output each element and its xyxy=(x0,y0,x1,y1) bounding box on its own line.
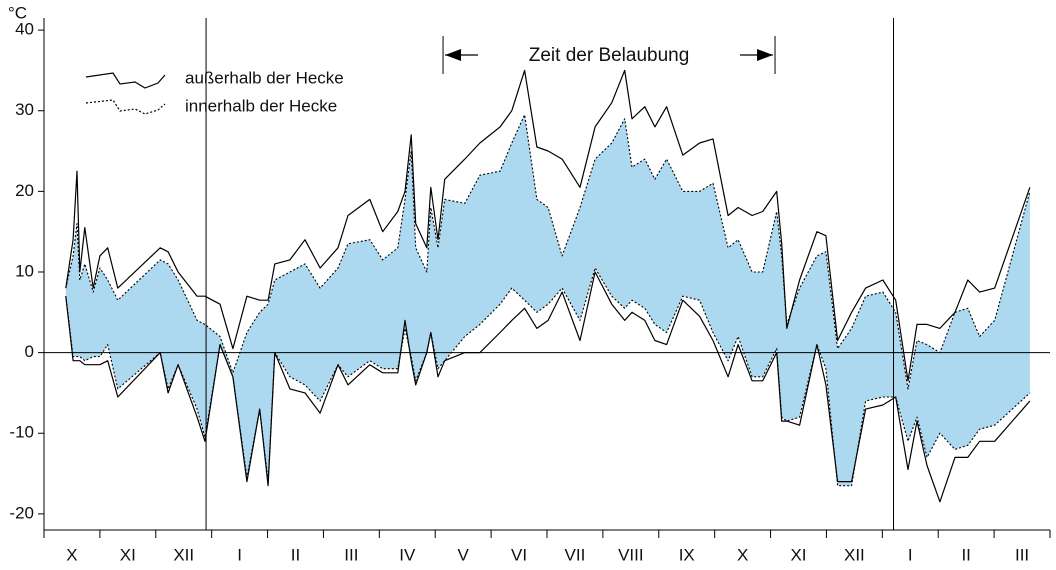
x-tick-label: VIII xyxy=(618,545,644,564)
legend-line xyxy=(85,72,166,89)
x-tick-label: II xyxy=(961,545,970,564)
legend: außerhalb der Hecke innerhalb der Hecke xyxy=(85,68,344,115)
y-tick-label: 30 xyxy=(15,100,34,119)
series-line xyxy=(65,69,1031,382)
annotation-text: Zeit der Belaubung xyxy=(529,45,690,66)
x-tick-label: X xyxy=(66,545,77,564)
x-tick-label: VII xyxy=(565,545,586,564)
y-tick-label: 10 xyxy=(15,261,34,280)
plot-area xyxy=(38,18,1051,538)
legend-label: außerhalb der Hecke xyxy=(185,68,344,87)
y-tick-label: -10 xyxy=(9,423,34,442)
x-tick-label: XII xyxy=(173,545,194,564)
series-line xyxy=(65,271,1031,503)
x-tick-label: XII xyxy=(844,545,865,564)
y-tick-label: 20 xyxy=(15,181,34,200)
y-tick-label: 0 xyxy=(25,342,34,361)
x-tick-label: XI xyxy=(790,545,806,564)
x-tick-label: VI xyxy=(511,545,527,564)
x-tick-label: XI xyxy=(120,545,136,564)
arrow-head xyxy=(757,49,774,61)
y-tick-label: -20 xyxy=(9,503,34,522)
x-tick-label: X xyxy=(737,545,748,564)
x-tick-label: IX xyxy=(679,545,695,564)
x-tick-label: III xyxy=(1015,545,1029,564)
x-tick-label: IV xyxy=(399,545,416,564)
y-axis-label: °C xyxy=(8,3,27,22)
series-line xyxy=(65,267,1031,487)
arrow-head xyxy=(445,49,462,61)
range-area xyxy=(65,114,1030,486)
x-tick-label: III xyxy=(344,545,358,564)
legend-line xyxy=(85,99,166,115)
series-line xyxy=(65,114,1031,390)
x-tick-label: I xyxy=(237,545,242,564)
x-tick-label: V xyxy=(457,545,469,564)
x-tick-label: I xyxy=(908,545,913,564)
x-tick-label: II xyxy=(291,545,300,564)
y-tick-label: 40 xyxy=(15,20,34,39)
legend-label: innerhalb der Hecke xyxy=(185,96,337,115)
